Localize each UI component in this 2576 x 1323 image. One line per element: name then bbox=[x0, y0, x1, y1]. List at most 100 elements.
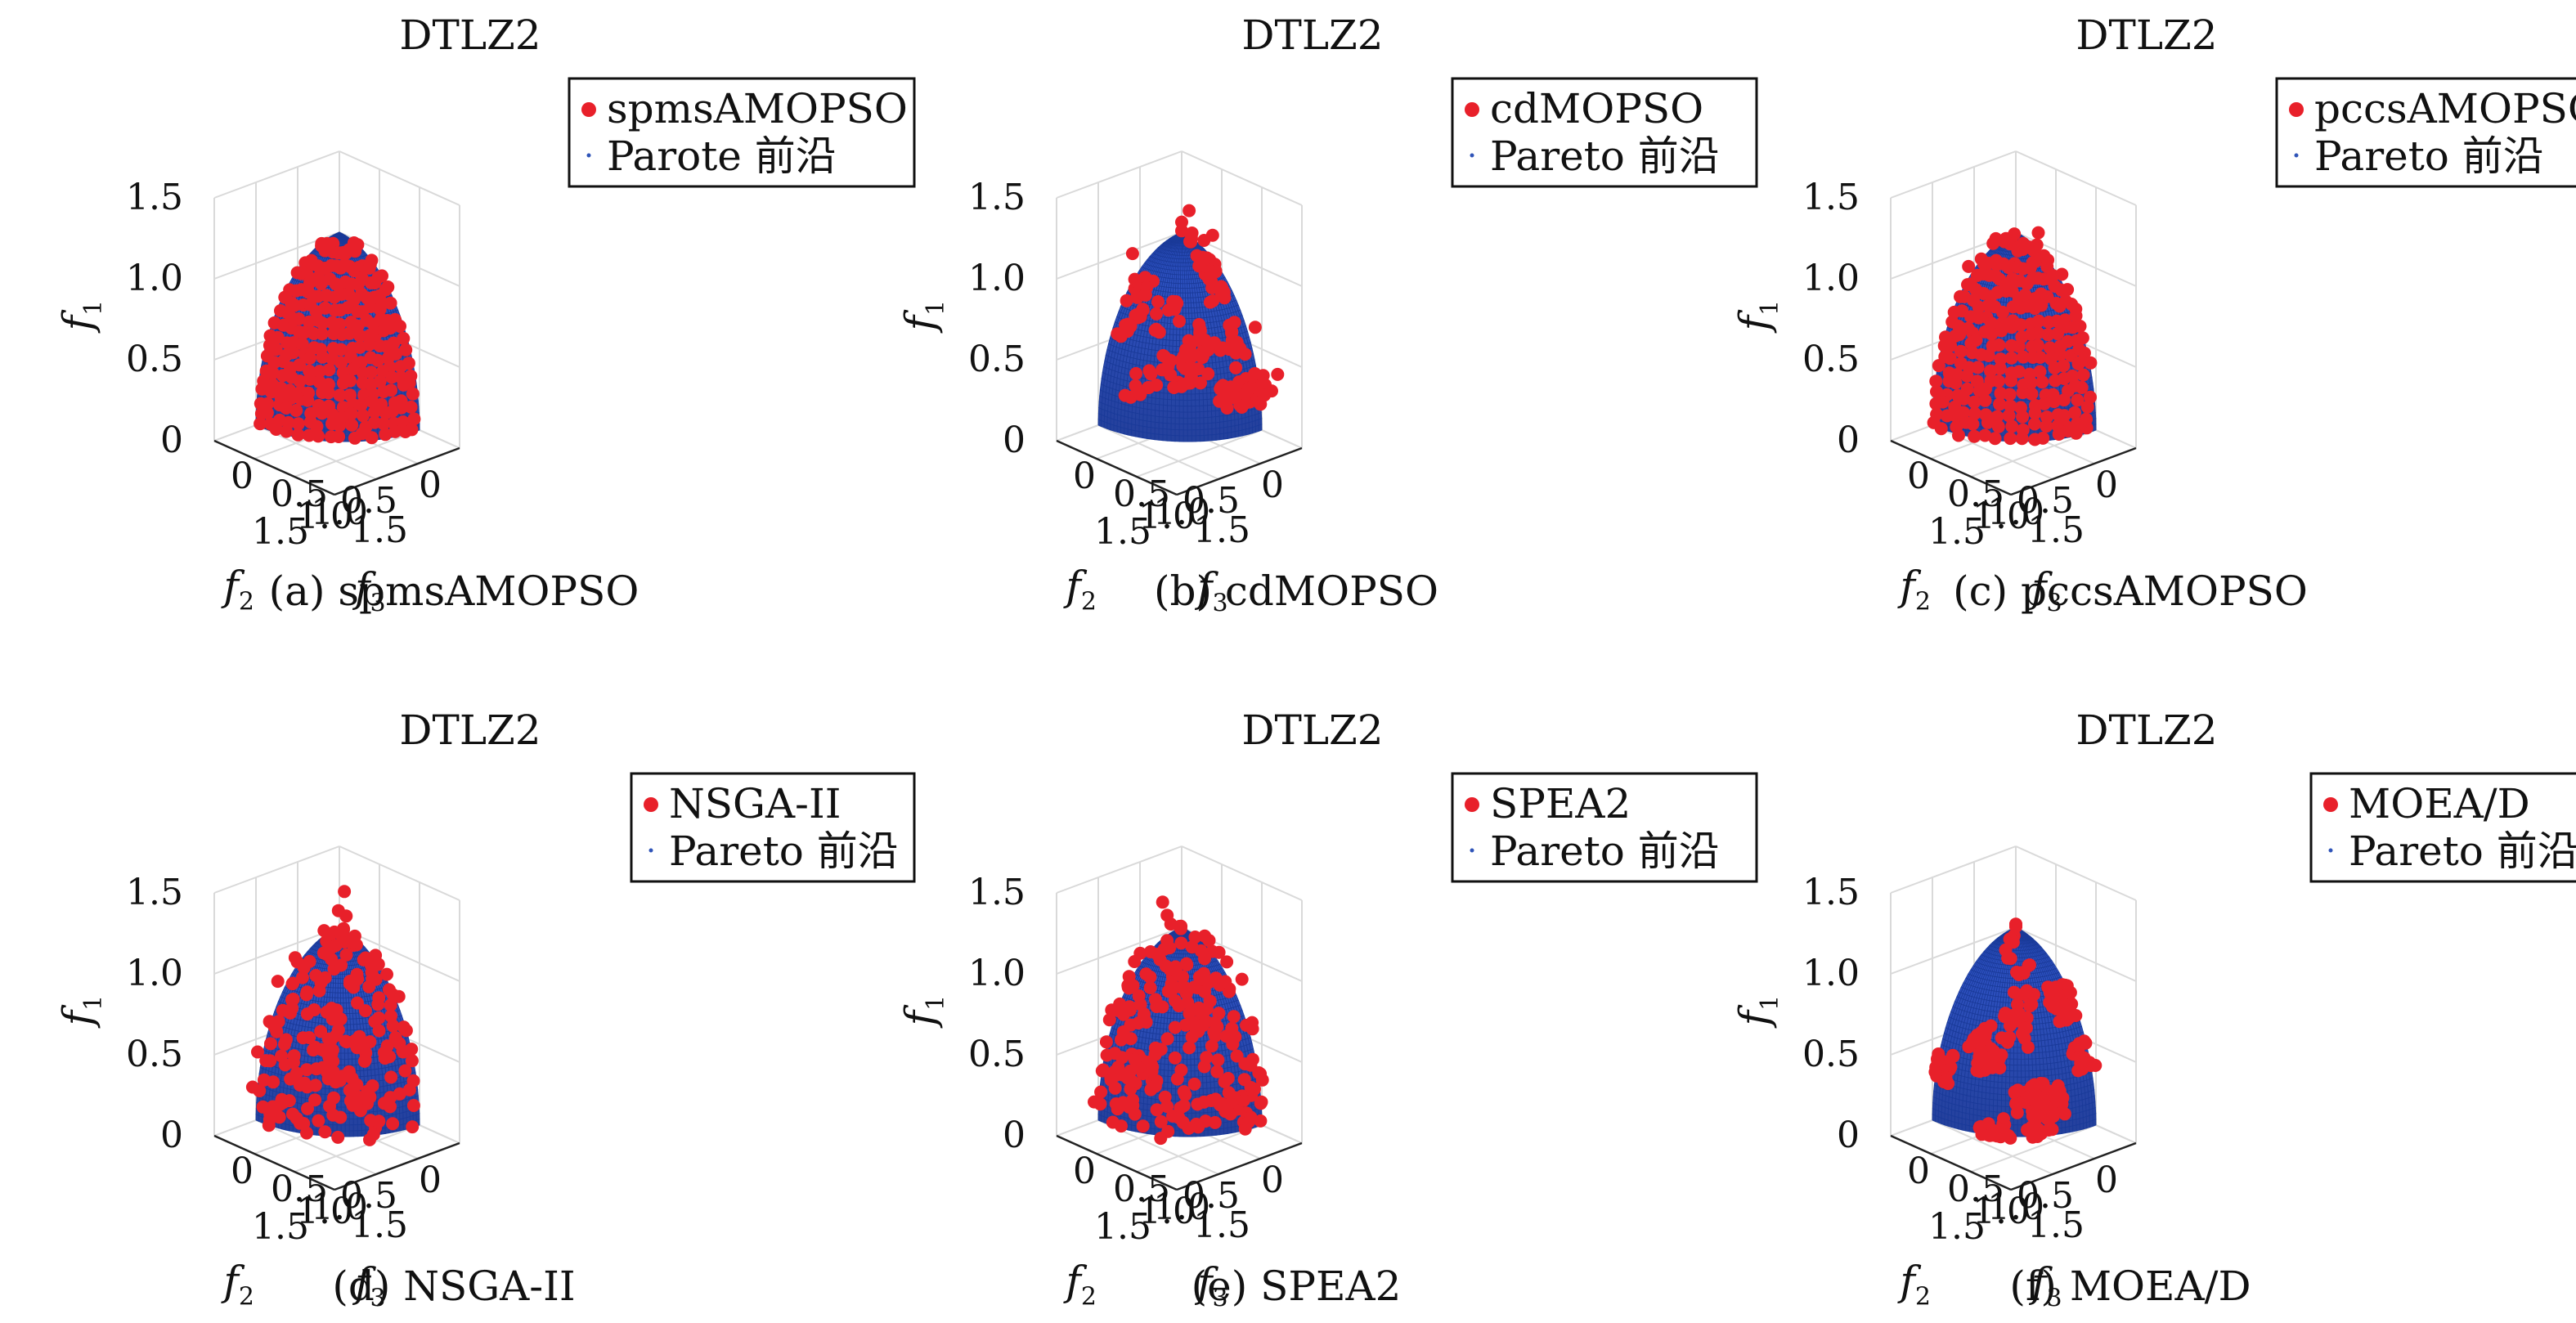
f2-axis-label: f2 bbox=[220, 562, 254, 616]
front-patch bbox=[1199, 423, 1205, 430]
front-patch bbox=[1171, 392, 1176, 401]
solution-point bbox=[332, 430, 346, 443]
front-patch bbox=[1150, 421, 1156, 428]
front-patch bbox=[1131, 429, 1136, 437]
solution-point bbox=[404, 400, 418, 414]
front-patch bbox=[1191, 429, 1196, 437]
solution-point bbox=[322, 363, 336, 377]
front-patch bbox=[1110, 424, 1115, 432]
grid-line bbox=[1181, 150, 1303, 206]
front-patch bbox=[1176, 334, 1181, 342]
front-patch bbox=[1207, 428, 1213, 436]
front-patch bbox=[1231, 425, 1236, 433]
front-patch bbox=[1155, 410, 1160, 418]
front-patch bbox=[1187, 406, 1192, 413]
front-patch bbox=[1155, 397, 1160, 406]
front-patch bbox=[1113, 424, 1118, 433]
front-patch bbox=[1142, 425, 1148, 433]
f3-tick-label: 1.5 bbox=[351, 509, 408, 551]
f1-tick-label: 1.5 bbox=[126, 177, 183, 218]
front-patch bbox=[1238, 429, 1243, 437]
solution-point bbox=[344, 406, 358, 420]
solution-point bbox=[1183, 346, 1196, 360]
front-patch bbox=[1154, 415, 1160, 424]
f1-tick-label: 0 bbox=[1003, 419, 1025, 461]
legend-label-front: Pareto 前沿 bbox=[1490, 132, 1720, 180]
solution-point bbox=[1132, 307, 1145, 321]
solution-point bbox=[1193, 324, 1207, 338]
front-patch bbox=[1207, 422, 1213, 430]
front-patch bbox=[1155, 403, 1160, 411]
front-patch bbox=[1195, 417, 1200, 424]
solution-point bbox=[375, 269, 388, 283]
solution-point bbox=[1206, 294, 1219, 307]
front-patch bbox=[1227, 426, 1232, 433]
front-patch bbox=[1159, 392, 1165, 400]
front-patch bbox=[1195, 405, 1200, 413]
f1-tick-label: 1.0 bbox=[126, 258, 183, 299]
solution-point bbox=[1233, 341, 1247, 355]
front-patch bbox=[1219, 433, 1224, 441]
front-patch bbox=[1195, 411, 1200, 419]
f2-tick-label: 1.5 bbox=[1094, 511, 1151, 553]
front-patch bbox=[1178, 411, 1184, 419]
front-patch bbox=[1163, 392, 1169, 400]
front-patch bbox=[1170, 434, 1176, 442]
solution-point bbox=[1161, 360, 1175, 373]
solution-point bbox=[405, 423, 419, 437]
front-patch bbox=[1191, 424, 1196, 431]
front-patch bbox=[1134, 419, 1140, 427]
solution-point bbox=[1271, 367, 1285, 381]
front-patch bbox=[1147, 415, 1152, 423]
solution-point bbox=[1138, 288, 1152, 302]
front-patch bbox=[1151, 403, 1156, 411]
front-patch bbox=[1150, 427, 1156, 435]
solution-point bbox=[301, 393, 315, 407]
front-patch bbox=[1170, 423, 1176, 430]
panel-title: DTLZ2 bbox=[1241, 11, 1383, 59]
front-patch bbox=[1234, 424, 1240, 433]
front-patch bbox=[1207, 416, 1213, 424]
front-patch bbox=[1219, 427, 1224, 435]
solution-point bbox=[1223, 318, 1236, 332]
f2-axis-line bbox=[213, 439, 335, 496]
front-patch bbox=[1158, 422, 1164, 429]
solution-point bbox=[1205, 228, 1219, 242]
front-patch bbox=[1203, 405, 1209, 412]
front-patch bbox=[1199, 417, 1205, 424]
front-patch bbox=[1169, 328, 1174, 335]
legend-marker-front bbox=[1470, 153, 1474, 158]
front-patch bbox=[1178, 424, 1184, 431]
front-patch bbox=[1211, 422, 1217, 430]
front-patch bbox=[1234, 419, 1240, 427]
f1-axis-label: f1 bbox=[54, 300, 108, 334]
front-patch bbox=[1215, 415, 1220, 424]
front-patch bbox=[1151, 409, 1156, 417]
solution-point bbox=[289, 404, 303, 417]
solution-point bbox=[333, 419, 347, 433]
front-patch bbox=[1162, 416, 1168, 424]
solution-point bbox=[1200, 343, 1214, 357]
legend-label-front: Parote 前沿 bbox=[607, 132, 837, 180]
solution-point bbox=[312, 429, 325, 443]
solution-point bbox=[1184, 231, 1198, 245]
front-patch bbox=[1234, 412, 1239, 420]
front-patch bbox=[1207, 404, 1212, 412]
front-patch bbox=[1179, 287, 1183, 294]
front-patch bbox=[1227, 432, 1232, 439]
front-patch bbox=[1170, 411, 1176, 419]
front-patch bbox=[1158, 410, 1164, 418]
grid-line bbox=[1890, 150, 2017, 199]
front-patch bbox=[1166, 416, 1172, 424]
front-patch bbox=[1223, 432, 1228, 440]
front-patch bbox=[1187, 429, 1192, 437]
f2-tick-label: 0 bbox=[419, 464, 442, 506]
front-patch bbox=[1195, 399, 1200, 407]
front-patch bbox=[1195, 435, 1200, 442]
front-patch bbox=[1183, 424, 1188, 431]
f1-tick-label: 0 bbox=[160, 419, 183, 461]
front-patch bbox=[1211, 416, 1217, 424]
front-patch bbox=[1203, 428, 1209, 436]
